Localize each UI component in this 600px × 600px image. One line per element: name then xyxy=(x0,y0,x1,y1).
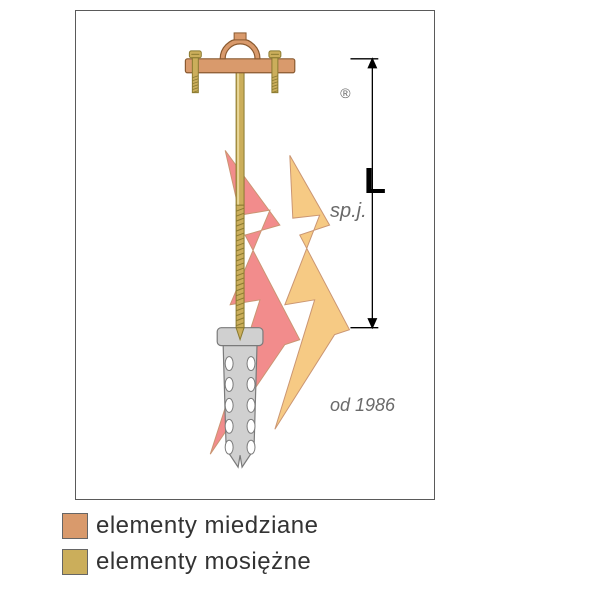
diagram-illustration xyxy=(76,11,434,499)
legend-label-copper: elementy miedziane xyxy=(96,512,318,540)
legend-row-brass: elementy mosiężne xyxy=(62,548,311,576)
legend-swatch-brass xyxy=(62,549,88,575)
dimension-label: L xyxy=(364,160,386,202)
logo-since-line: od 1986 xyxy=(330,395,395,416)
logo-registered-mark: ® xyxy=(340,85,350,101)
logo-company-suffix: sp.j. xyxy=(330,200,367,223)
legend-swatch-copper xyxy=(62,513,88,539)
diagram-frame xyxy=(75,10,435,500)
legend-row-copper: elementy miedziane xyxy=(62,512,318,540)
diagram-canvas: L ® sp.j. od 1986 elementy miedziane ele… xyxy=(0,0,600,600)
legend-label-brass: elementy mosiężne xyxy=(96,548,311,576)
